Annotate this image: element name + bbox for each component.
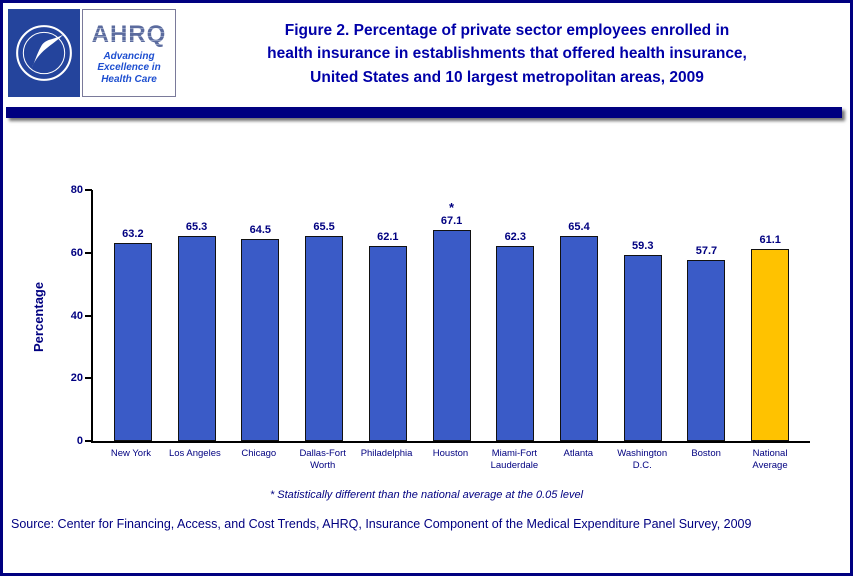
chart-area: Percentage 0 20 40 60 80 63.2 65.3 64.5 65.5 62.… (31, 184, 810, 473)
x-axis-label: Washington D.C. (617, 448, 668, 472)
ahrq-logo: AHRQ Advancing Excellence in Health Care (82, 9, 176, 97)
bar-value-label: 67.1 (440, 215, 463, 228)
x-axis-label: Miami-Fort Lauderdale (490, 448, 539, 472)
bar-slot: 57.7 (675, 190, 739, 441)
footnote: * Statistically different than the natio… (269, 488, 584, 501)
x-axis-label: Boston (691, 448, 721, 459)
figure-title-line: Figure 2. Percentage of private sector e… (284, 22, 730, 39)
bar-slot: 65.5 (292, 190, 356, 441)
bar-value-label: 65.4 (568, 220, 590, 233)
x-labels: New York Los Angeles Chicago Dallas-Fort Wo… (91, 448, 810, 473)
bar-slot: 65.4 (547, 190, 611, 441)
bar-national-average (751, 249, 790, 441)
y-tick-label: 20 (70, 372, 83, 385)
ahrq-acronym: AHRQ (91, 20, 167, 48)
ahrq-tagline-line: Advancing (103, 50, 155, 62)
hhs-seal-icon (16, 25, 72, 81)
y-tick-label: 60 (70, 246, 83, 259)
bar-value-label: 57.7 (695, 244, 718, 257)
bar-chicago (241, 238, 280, 441)
x-axis-label: Atlanta (563, 448, 594, 459)
bar-slot: 61.1 (738, 190, 802, 441)
y-tick-mark (85, 251, 92, 254)
bar-value-label: 61.1 (759, 234, 781, 247)
ahrq-tagline: Advancing Excellence in Health Care (97, 51, 160, 86)
bar-boston (687, 259, 726, 441)
bar-miami-fort-lauderdale (496, 245, 535, 441)
y-tick-mark (85, 189, 92, 191)
bar-value-label: 65.3 (185, 221, 208, 234)
y-tick-label: 0 (76, 435, 83, 447)
bar-atlanta (560, 235, 598, 441)
bar-value-label: 64.5 (249, 223, 272, 236)
plot-column: 0 20 40 60 80 63.2 65.3 64.5 65.5 62.1 * 67.1 62.3 6… (53, 184, 810, 473)
ahrq-tagline-line: Excellence in (97, 62, 161, 74)
source-line: Source: Center for Financing, Access, an… (11, 516, 752, 531)
bar-los-angeles (177, 236, 216, 441)
bar-slot: 64.5 (228, 190, 292, 441)
y-tick-label: 40 (70, 309, 83, 322)
x-axis-label: Houston (432, 448, 469, 459)
bar-value-label: 63.2 (122, 227, 144, 240)
plot-area: 0 20 40 60 80 63.2 65.3 64.5 65.5 62.1 * 67.1 62.3 6… (71, 184, 810, 447)
bar-dallas-fort-worth (305, 235, 344, 441)
figure-title-line: United States and 10 largest metropolita… (310, 68, 704, 86)
bar-slot: * 67.1 (420, 190, 484, 441)
bar-value-label: 59.3 (632, 239, 654, 252)
figure-title-line: health insurance in establishments that … (267, 45, 747, 63)
bar-houston (432, 230, 471, 441)
y-tick-mark (85, 377, 92, 380)
x-axis-label: Los Angeles (168, 448, 221, 459)
bar-value-label: 62.1 (377, 231, 399, 244)
significance-marker: * (449, 200, 455, 216)
x-axis-label: Chicago (241, 448, 277, 459)
y-tick-label: 80 (70, 184, 83, 196)
x-axis-label: New York (110, 448, 152, 459)
logo-block: AHRQ Advancing Excellence in Health Care (8, 9, 176, 97)
bar-value-label: 62.3 (504, 230, 526, 243)
bar-slot: 62.3 (483, 190, 547, 441)
bar-slot: 62.1 (356, 190, 420, 441)
x-axis-label: Dallas-Fort Worth (299, 448, 346, 472)
y-tick-mark (85, 440, 92, 442)
y-tick-mark (85, 314, 92, 317)
bar-value-label: 65.5 (313, 220, 335, 233)
bar-slot: 63.2 (101, 190, 165, 441)
bar-slot: 59.3 (611, 190, 675, 441)
bar-washington-d-c- (623, 254, 662, 441)
hhs-logo (8, 9, 80, 97)
bar-philadelphia (368, 246, 407, 441)
bar-new-york (113, 242, 152, 441)
divider-bar (6, 107, 842, 118)
x-axis-label: National Average (752, 448, 788, 472)
figure-title: Figure 2. Percentage of private sector e… (176, 9, 838, 89)
x-axis-label: Philadelphia (360, 448, 413, 459)
bar-slot: 65.3 (165, 190, 229, 441)
ahrq-tagline-line: Health Care (101, 73, 157, 85)
y-axis-title: Percentage (31, 281, 46, 352)
bars: 63.2 65.3 64.5 65.5 62.1 * 67.1 62.3 65.4 59.3 57.… (93, 190, 810, 441)
header: AHRQ Advancing Excellence in Health Care… (3, 3, 850, 105)
